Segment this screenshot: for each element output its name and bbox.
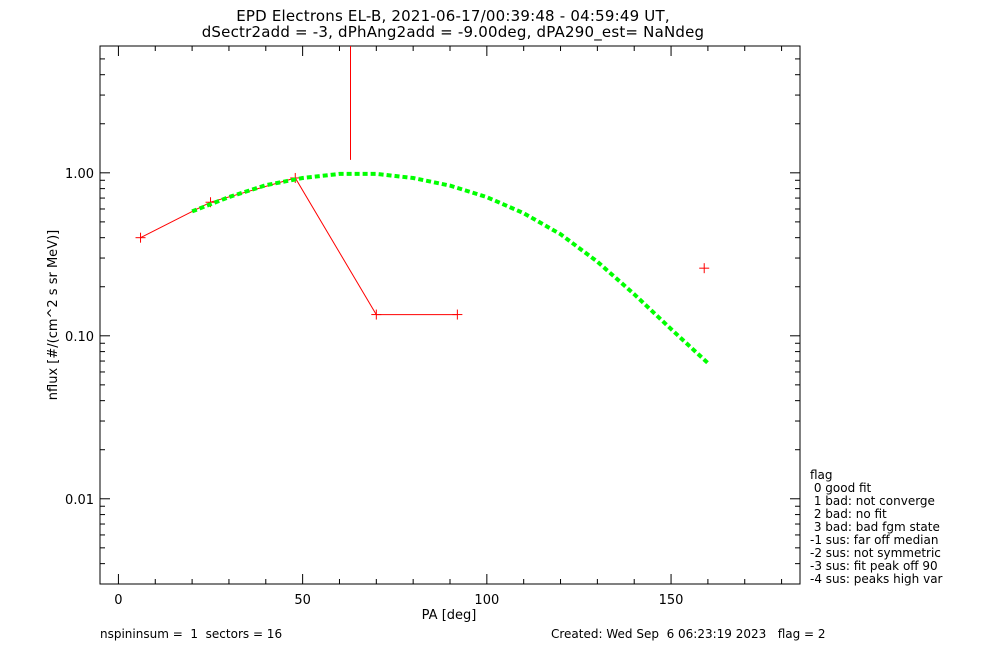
chart-subtitle: dSectr2add = -3, dPhAng2add = -9.00deg, … — [201, 23, 705, 41]
footer-right: Created: Wed Sep 6 06:23:19 2023 flag = … — [551, 627, 826, 641]
y-tick-label: 0.10 — [65, 330, 94, 345]
legend-item: 0 good fit — [810, 481, 872, 495]
legend-item: 1 bad: not converge — [810, 494, 935, 508]
legend-header: flag — [810, 468, 833, 482]
chart-title: EPD Electrons EL-B, 2021-06-17/00:39:48 … — [236, 7, 670, 25]
fit-curve — [191, 171, 710, 365]
flag-legend: flag 0 good fit 1 bad: not converge 2 ba… — [810, 469, 942, 586]
x-tick-label: 150 — [659, 593, 684, 608]
legend-item: 2 bad: no fit — [810, 507, 887, 521]
legend-item: -4 sus: peaks high var — [810, 572, 943, 586]
y-axis-label: nflux [#/(cm^2 s sr MeV)] — [46, 230, 61, 400]
x-tick-label: 100 — [474, 593, 499, 608]
legend-item: -2 sus: not symmetric — [810, 546, 941, 560]
data-line — [140, 177, 458, 316]
y-tick-label: 0.01 — [65, 493, 94, 508]
footer-left: nspininsum = 1 sectors = 16 — [100, 627, 283, 641]
legend-item: 3 bad: bad fgm state — [810, 520, 940, 534]
y-tick-label: 1.00 — [65, 167, 94, 182]
legend-item: -1 sus: far off median — [810, 533, 939, 547]
legend-item: -3 sus: fit peak off 90 — [810, 559, 938, 573]
x-tick-label: 50 — [294, 593, 311, 608]
x-axis-label: PA [deg] — [422, 608, 477, 623]
x-tick-label: 0 — [114, 593, 122, 608]
